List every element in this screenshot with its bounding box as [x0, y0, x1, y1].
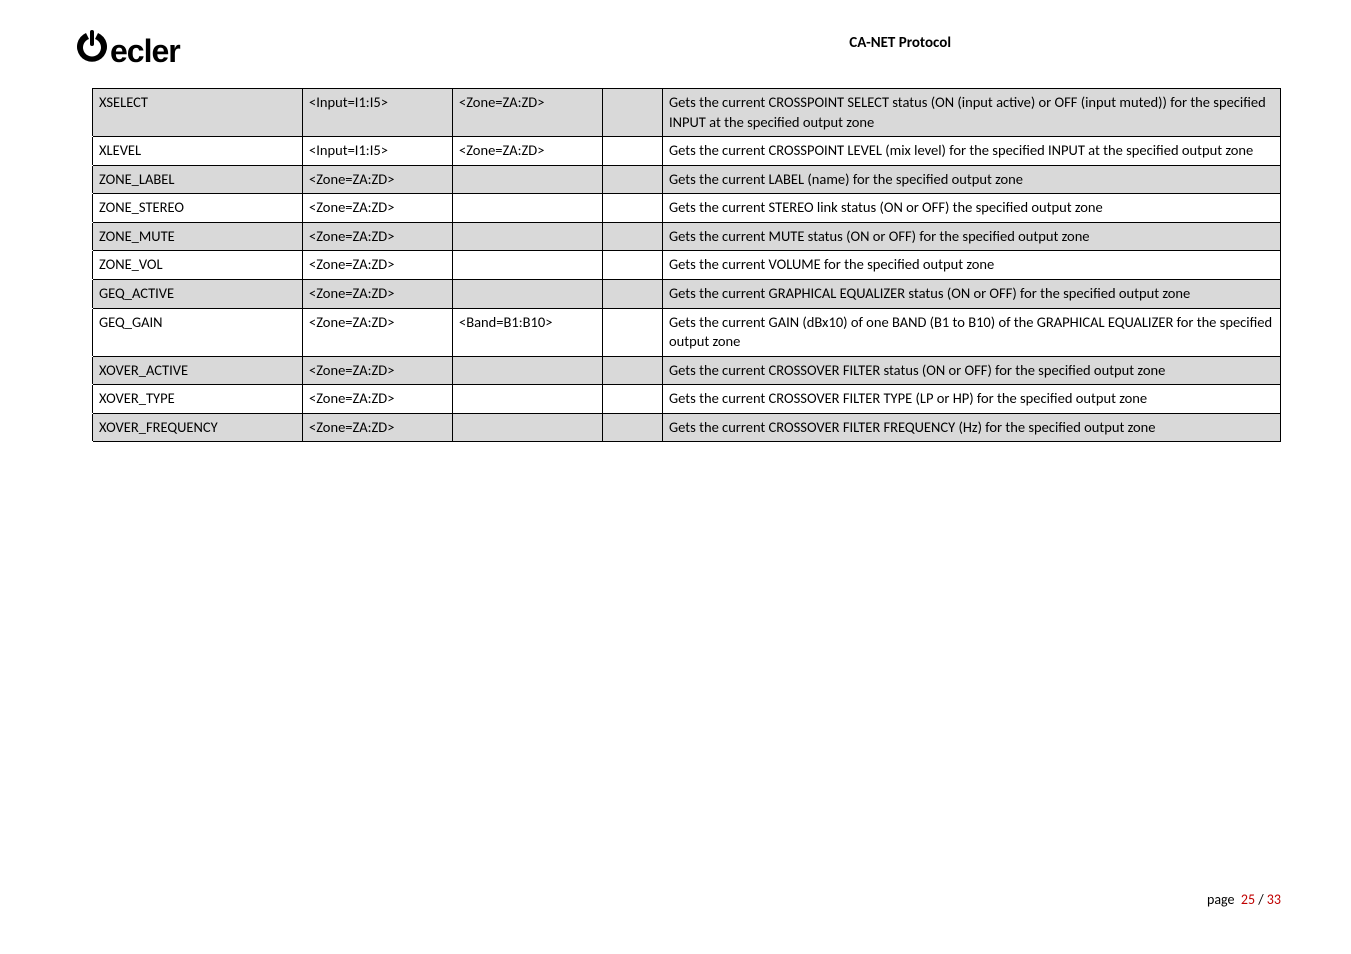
cell-param3	[603, 413, 663, 442]
cell-param2	[453, 356, 603, 385]
cell-command: XSELECT	[93, 89, 303, 137]
cell-param2: <Zone=ZA:ZD>	[453, 137, 603, 166]
cell-param2	[453, 385, 603, 414]
row-indent	[71, 308, 93, 356]
cell-description: Gets the current VOLUME for the specifie…	[663, 251, 1281, 280]
table-row: XOVER_FREQUENCY<Zone=ZA:ZD> Gets the curr…	[71, 413, 1281, 442]
cell-description: Gets the current MUTE status (ON or OFF)…	[663, 222, 1281, 251]
cell-param3	[603, 251, 663, 280]
cell-param1: <Zone=ZA:ZD>	[303, 385, 453, 414]
cell-command: XOVER_FREQUENCY	[93, 413, 303, 442]
page-footer: page 25 / 33	[1207, 891, 1281, 908]
cell-param2	[453, 222, 603, 251]
table-row: ZONE_LABEL<Zone=ZA:ZD> Gets the current L…	[71, 165, 1281, 194]
cell-param3	[603, 137, 663, 166]
svg-text:ecler: ecler	[110, 33, 180, 69]
cell-param2	[453, 251, 603, 280]
row-indent	[71, 89, 93, 137]
table-row: ZONE_VOL<Zone=ZA:ZD> Gets the current VOL…	[71, 251, 1281, 280]
row-indent	[71, 165, 93, 194]
row-indent	[71, 413, 93, 442]
cell-param2: <Zone=ZA:ZD>	[453, 89, 603, 137]
cell-command: ZONE_VOL	[93, 251, 303, 280]
cell-param3	[603, 222, 663, 251]
cell-description: Gets the current STEREO link status (ON …	[663, 194, 1281, 223]
footer-label: page	[1207, 891, 1235, 908]
cell-description: Gets the current GRAPHICAL EQUALIZER sta…	[663, 279, 1281, 308]
table-row: GEQ_GAIN<Zone=ZA:ZD><Band=B1:B10> Gets th…	[71, 308, 1281, 356]
cell-param2	[453, 413, 603, 442]
cell-param3	[603, 356, 663, 385]
cell-description: Gets the current CROSSPOINT SELECT statu…	[663, 89, 1281, 137]
footer-page-total: 33	[1267, 891, 1281, 908]
ecler-logo-icon: ecler	[70, 28, 250, 74]
footer-page-current: 25	[1241, 891, 1255, 908]
document-title: CA-NET Protocol	[849, 34, 951, 52]
row-indent	[71, 356, 93, 385]
cell-param3	[603, 165, 663, 194]
cell-param1: <Zone=ZA:ZD>	[303, 194, 453, 223]
cell-param2	[453, 279, 603, 308]
cell-param1: <Zone=ZA:ZD>	[303, 279, 453, 308]
cell-command: XOVER_ACTIVE	[93, 356, 303, 385]
table-row: XOVER_ACTIVE<Zone=ZA:ZD> Gets the current…	[71, 356, 1281, 385]
cell-param3	[603, 279, 663, 308]
brand-logo: ecler	[70, 28, 250, 74]
table-row: XSELECT<Input=I1:I5><Zone=ZA:ZD> Gets the…	[71, 89, 1281, 137]
cell-param1: <Zone=ZA:ZD>	[303, 251, 453, 280]
table-row: GEQ_ACTIVE<Zone=ZA:ZD> Gets the current G…	[71, 279, 1281, 308]
row-indent	[71, 194, 93, 223]
cell-param1: <Input=I1:I5>	[303, 89, 453, 137]
cell-param1: <Zone=ZA:ZD>	[303, 222, 453, 251]
cell-param1: <Zone=ZA:ZD>	[303, 413, 453, 442]
cell-param1: <Input=I1:I5>	[303, 137, 453, 166]
cell-description: Gets the current GAIN (dBx10) of one BAN…	[663, 308, 1281, 356]
cell-param3	[603, 308, 663, 356]
protocol-table: XSELECT<Input=I1:I5><Zone=ZA:ZD>Gets the…	[70, 88, 1281, 442]
table-row: ZONE_STEREO<Zone=ZA:ZD> Gets the current …	[71, 194, 1281, 223]
row-indent	[71, 385, 93, 414]
cell-param1: <Zone=ZA:ZD>	[303, 165, 453, 194]
cell-param2: <Band=B1:B10>	[453, 308, 603, 356]
cell-command: GEQ_ACTIVE	[93, 279, 303, 308]
cell-description: Gets the current CROSSOVER FILTER status…	[663, 356, 1281, 385]
cell-command: GEQ_GAIN	[93, 308, 303, 356]
cell-command: XLEVEL	[93, 137, 303, 166]
table-row: XLEVEL<Input=I1:I5><Zone=ZA:ZD> Gets the …	[71, 137, 1281, 166]
cell-command: ZONE_STEREO	[93, 194, 303, 223]
cell-command: XOVER_TYPE	[93, 385, 303, 414]
row-indent	[71, 222, 93, 251]
cell-param2	[453, 194, 603, 223]
cell-description: Gets the current LABEL (name) for the sp…	[663, 165, 1281, 194]
row-indent	[71, 251, 93, 280]
footer-separator: /	[1255, 891, 1267, 908]
table-row: ZONE_MUTE<Zone=ZA:ZD> Gets the current MU…	[71, 222, 1281, 251]
row-indent	[71, 279, 93, 308]
cell-description: Gets the current CROSSOVER FILTER FREQUE…	[663, 413, 1281, 442]
cell-command: ZONE_MUTE	[93, 222, 303, 251]
cell-param3	[603, 194, 663, 223]
cell-param2	[453, 165, 603, 194]
row-indent	[71, 137, 93, 166]
cell-description: Gets the current CROSSPOINT LEVEL (mix l…	[663, 137, 1281, 166]
cell-command: ZONE_LABEL	[93, 165, 303, 194]
cell-description: Gets the current CROSSOVER FILTER TYPE (…	[663, 385, 1281, 414]
table-row: XOVER_TYPE<Zone=ZA:ZD> Gets the current C…	[71, 385, 1281, 414]
cell-param1: <Zone=ZA:ZD>	[303, 356, 453, 385]
cell-param3	[603, 385, 663, 414]
cell-param1: <Zone=ZA:ZD>	[303, 308, 453, 356]
page-header: ecler CA-NET Protocol	[70, 28, 1281, 74]
cell-param3	[603, 89, 663, 137]
